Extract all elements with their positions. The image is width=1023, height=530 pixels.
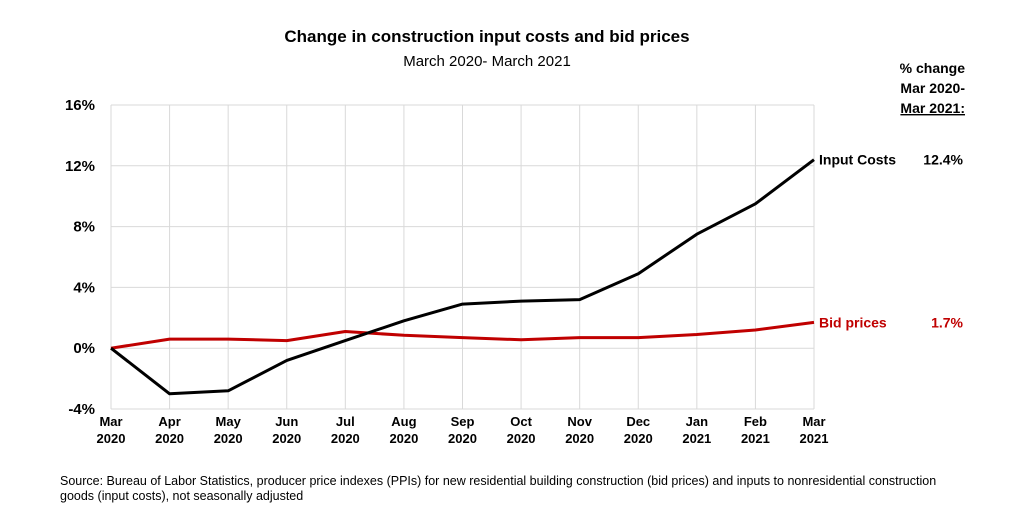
series-label-input-costs: Input Costs	[819, 152, 896, 168]
x-tick-label-year: 2020	[331, 431, 360, 446]
y-axis: -4% 0% 4% 8% 12% 16%	[65, 97, 95, 418]
x-tick-label-month: Aug	[391, 414, 416, 429]
x-tick-label-year: 2020	[272, 431, 301, 446]
series-label-bid-prices: Bid prices	[819, 314, 887, 330]
series-line-input-costs	[110, 158, 815, 396]
change-header-line-1: % change	[900, 60, 966, 76]
x-tick-label-month: Nov	[567, 414, 592, 429]
chart-title: Change in construction input costs and b…	[284, 27, 689, 46]
x-tick-label-year: 2020	[155, 431, 184, 446]
x-tick-label-month: Apr	[158, 414, 180, 429]
y-tick-label: 8%	[73, 219, 95, 236]
x-tick-label-month: Sep	[451, 414, 475, 429]
x-tick-label-year: 2020	[448, 431, 477, 446]
y-tick-label: -4%	[68, 401, 95, 418]
series-group	[110, 158, 815, 396]
x-tick-label-year: 2021	[682, 431, 711, 446]
x-tick-label-month: Mar	[99, 414, 122, 429]
x-tick-label-month: Jan	[686, 414, 708, 429]
change-value-input-costs: 12.4%	[923, 152, 963, 168]
change-header-line-2: Mar 2020-	[900, 80, 965, 96]
y-tick-label: 0%	[73, 340, 95, 357]
x-tick-label-month: Mar	[802, 414, 825, 429]
change-header: % change Mar 2020- Mar 2021:	[900, 60, 966, 116]
change-value-bid-prices: 1.7%	[931, 314, 963, 330]
y-tick-label: 16%	[65, 97, 95, 114]
x-tick-label-month: Oct	[510, 414, 532, 429]
chart-subtitle: March 2020- March 2021	[403, 53, 571, 70]
chart: Change in construction input costs and b…	[65, 27, 966, 446]
x-tick-label-year: 2020	[214, 431, 243, 446]
series-labels: Input Costs 12.4% Bid prices 1.7%	[819, 152, 964, 331]
change-header-line-3: Mar 2021:	[900, 100, 965, 116]
x-tick-label-year: 2020	[507, 431, 536, 446]
source-note: Source: Bureau of Labor Statistics, prod…	[60, 474, 937, 503]
x-axis: Mar 2020 Apr 2020 May 2020 Jun 2020 Jul 2020 Aug 20…	[97, 414, 829, 446]
series-line-bid-prices	[110, 320, 815, 350]
x-tick-label-month: Jun	[275, 414, 298, 429]
x-tick-label-year: 2020	[97, 431, 126, 446]
x-tick-label-year: 2021	[741, 431, 770, 446]
x-tick-label-month: Jul	[336, 414, 355, 429]
y-tick-label: 12%	[65, 158, 95, 175]
x-tick-label-month: Dec	[626, 414, 650, 429]
grid	[110, 104, 815, 410]
x-tick-label-month: Feb	[744, 414, 767, 429]
x-tick-label-month: May	[216, 414, 242, 429]
x-tick-label-year: 2020	[389, 431, 418, 446]
x-tick-label-year: 2020	[624, 431, 653, 446]
x-tick-label-year: 2021	[800, 431, 829, 446]
y-tick-label: 4%	[73, 279, 95, 296]
x-tick-label-year: 2020	[565, 431, 594, 446]
